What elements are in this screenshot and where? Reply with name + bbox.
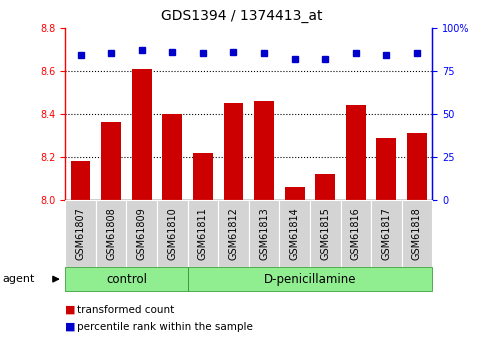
Text: GSM61815: GSM61815 — [320, 207, 330, 260]
Text: transformed count: transformed count — [77, 305, 174, 315]
Bar — [224, 103, 243, 200]
Text: GSM61812: GSM61812 — [228, 207, 239, 260]
Bar — [193, 152, 213, 200]
Text: ■: ■ — [65, 322, 76, 332]
Text: GSM61814: GSM61814 — [290, 207, 299, 260]
Bar — [407, 133, 427, 200]
Text: control: control — [106, 273, 147, 286]
Text: GSM61818: GSM61818 — [412, 207, 422, 260]
Bar — [101, 122, 121, 200]
Text: D-penicillamine: D-penicillamine — [264, 273, 356, 286]
Bar — [346, 105, 366, 200]
Text: GDS1394 / 1374413_at: GDS1394 / 1374413_at — [161, 9, 322, 23]
Text: agent: agent — [2, 274, 35, 284]
Bar — [376, 138, 397, 200]
Bar — [162, 114, 182, 200]
Bar — [254, 101, 274, 200]
Text: GSM61810: GSM61810 — [167, 207, 177, 260]
Text: percentile rank within the sample: percentile rank within the sample — [77, 322, 253, 332]
Bar — [315, 174, 335, 200]
Text: GSM61809: GSM61809 — [137, 207, 147, 260]
Text: GSM61816: GSM61816 — [351, 207, 361, 260]
Text: ■: ■ — [65, 305, 76, 315]
Bar — [132, 69, 152, 200]
Bar — [284, 187, 305, 200]
Text: GSM61808: GSM61808 — [106, 207, 116, 260]
Text: GSM61811: GSM61811 — [198, 207, 208, 260]
Text: GSM61807: GSM61807 — [75, 207, 85, 260]
Bar — [71, 161, 90, 200]
Text: GSM61813: GSM61813 — [259, 207, 269, 260]
Text: GSM61817: GSM61817 — [382, 207, 391, 260]
